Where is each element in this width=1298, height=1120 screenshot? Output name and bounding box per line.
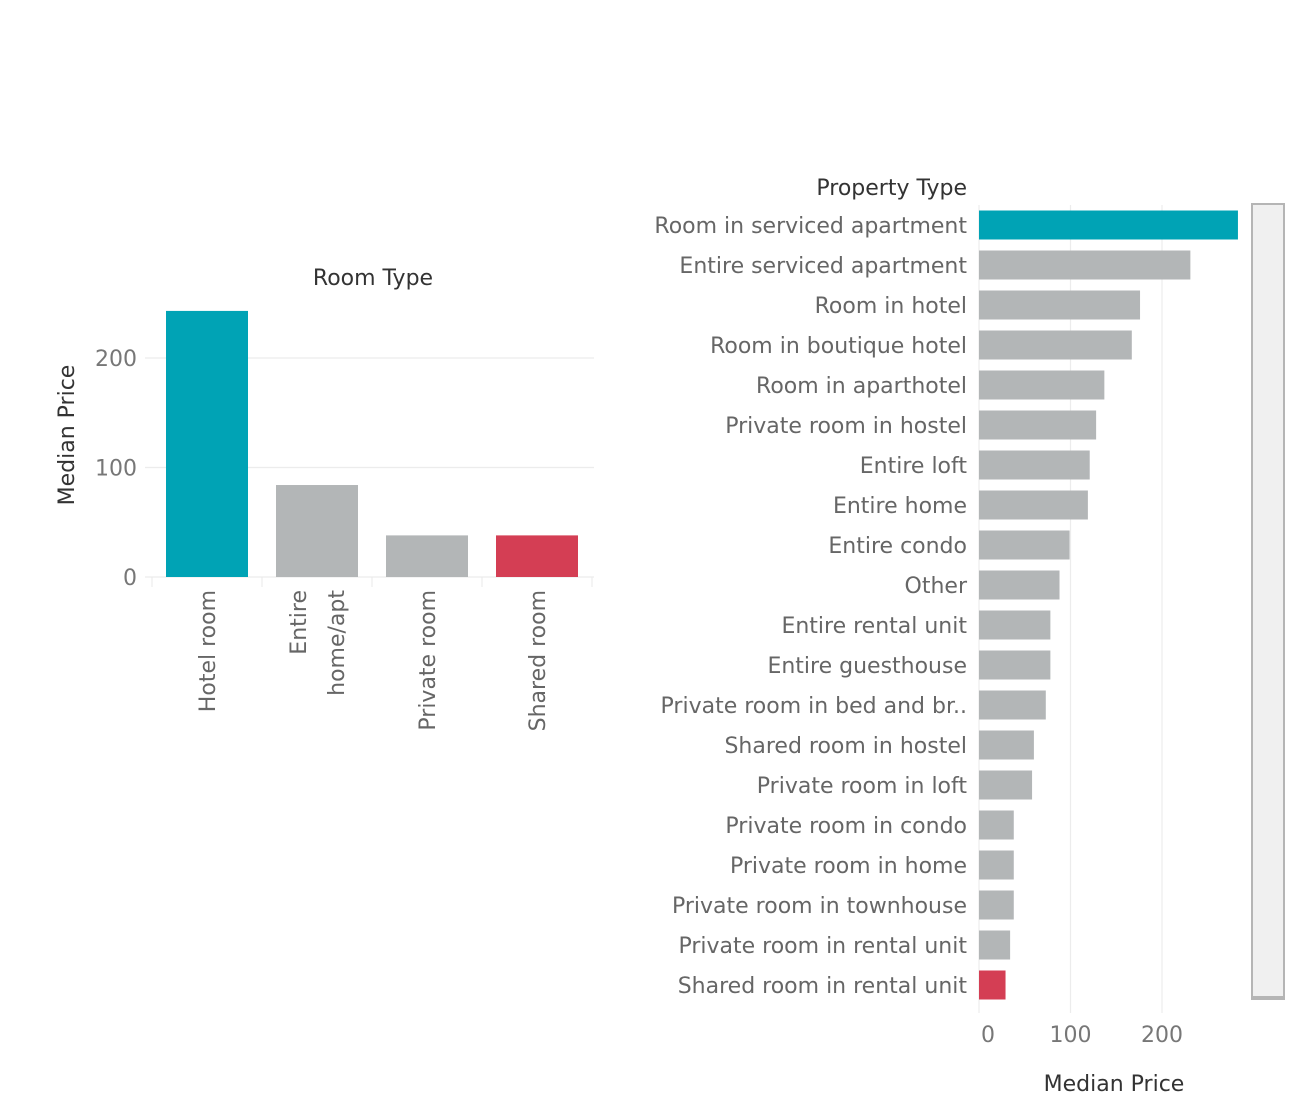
bar-room-in-boutique-hotel[interactable] — [979, 330, 1132, 360]
bar-private-room-in-condo[interactable] — [979, 810, 1014, 840]
bar-entire-loft[interactable] — [979, 450, 1090, 480]
category-label-private-room-in-townhouse: Private room in townhouse — [672, 894, 967, 919]
category-label-hotel-room: Hotel room — [196, 590, 221, 712]
property-type-x-ticks: 0 100 200 — [981, 1023, 1183, 1048]
bar-entire-home-apt[interactable] — [276, 485, 358, 577]
bar-private-room-in-bed-and-br[interactable] — [979, 690, 1046, 720]
category-label-room-in-hotel: Room in hotel — [815, 294, 967, 319]
category-label-private-room: Private room — [416, 590, 441, 731]
category-label-entire-home-apt: Entire — [287, 590, 312, 655]
room-type-chart: 0 100 200 Hotel room Entire home/apt Private … — [55, 266, 594, 731]
y-tick-label-200: 200 — [95, 347, 137, 372]
category-label-private-room-in-hostel: Private room in hostel — [725, 414, 967, 439]
median-price-x-axis-title: Median Price — [1044, 1072, 1185, 1097]
room-type-bars — [166, 310, 578, 577]
bar-entire-home[interactable] — [979, 490, 1088, 520]
category-label-private-room-in-condo: Private room in condo — [725, 814, 967, 839]
bar-private-room[interactable] — [386, 535, 468, 577]
bar-shared-room-in-hostel[interactable] — [979, 730, 1034, 760]
bar-private-room-in-hostel[interactable] — [979, 410, 1097, 440]
bar-hotel-room[interactable] — [166, 310, 248, 577]
bar-room-in-hotel[interactable] — [979, 290, 1141, 320]
bar-entire-rental-unit[interactable] — [979, 610, 1051, 640]
category-label-private-room-in-bed-and-br: Private room in bed and br.. — [661, 694, 967, 719]
property-type-category-labels: Room in serviced apartment Entire service… — [654, 214, 968, 999]
category-label-entire-condo: Entire condo — [828, 534, 967, 559]
property-type-chart: Room in serviced apartment Entire service… — [654, 176, 1238, 1097]
scrollbar-thumb-edge — [1252, 996, 1284, 999]
category-label-private-room-in-rental-unit: Private room in rental unit — [678, 934, 967, 959]
category-label-entire-serviced-apartment: Entire serviced apartment — [679, 254, 967, 279]
bar-other[interactable] — [979, 570, 1060, 600]
x-tick-label-200: 200 — [1141, 1023, 1183, 1048]
bar-room-in-serviced-apartment[interactable] — [979, 210, 1238, 240]
bar-room-in-aparthotel[interactable] — [979, 370, 1105, 400]
property-type-bars — [979, 210, 1238, 1000]
room-type-y-ticks: 0 100 200 — [95, 347, 137, 591]
x-tick-label-100: 100 — [1050, 1023, 1092, 1048]
category-label-entire-loft: Entire loft — [860, 454, 968, 479]
category-label-shared-room-in-hostel: Shared room in hostel — [724, 734, 967, 759]
scrollbar-track[interactable] — [1251, 203, 1285, 1000]
category-label-room-in-aparthotel: Room in aparthotel — [756, 374, 967, 399]
category-label-shared-room-in-rental-unit: Shared room in rental unit — [678, 974, 968, 999]
y-tick-label-0: 0 — [123, 566, 137, 591]
median-price-y-axis-title: Median Price — [55, 365, 80, 506]
category-label-entire-home: Entire home — [833, 494, 967, 519]
bar-private-room-in-rental-unit[interactable] — [979, 930, 1011, 960]
property-type-axis-title: Property Type — [816, 176, 967, 201]
bar-shared-room-in-rental-unit[interactable] — [979, 970, 1006, 1000]
room-type-axis-title: Room Type — [313, 266, 433, 291]
category-label-private-room-in-home: Private room in home — [730, 854, 967, 879]
category-label-entire-rental-unit: Entire rental unit — [781, 614, 967, 639]
bar-entire-condo[interactable] — [979, 530, 1070, 560]
bar-private-room-in-townhouse[interactable] — [979, 890, 1014, 920]
bar-private-room-in-loft[interactable] — [979, 770, 1033, 800]
category-label-entire-home-apt: home/apt — [325, 590, 350, 696]
property-type-scrollbar[interactable] — [1251, 203, 1285, 1000]
x-tick-label-0: 0 — [981, 1023, 995, 1048]
category-label-shared-room: Shared room — [526, 590, 551, 731]
bar-entire-serviced-apartment[interactable] — [979, 250, 1191, 280]
category-label-room-in-serviced-apartment: Room in serviced apartment — [654, 214, 967, 239]
y-tick-label-100: 100 — [95, 457, 137, 482]
room-type-category-labels: Hotel room Entire home/apt Private room Shar… — [196, 590, 551, 732]
bar-shared-room[interactable] — [496, 535, 578, 577]
category-label-room-in-boutique-hotel: Room in boutique hotel — [710, 334, 967, 359]
category-label-entire-guesthouse: Entire guesthouse — [767, 654, 967, 679]
bar-entire-guesthouse[interactable] — [979, 650, 1051, 680]
category-label-private-room-in-loft: Private room in loft — [757, 774, 968, 799]
bar-private-room-in-home[interactable] — [979, 850, 1014, 880]
category-label-other: Other — [905, 574, 968, 599]
